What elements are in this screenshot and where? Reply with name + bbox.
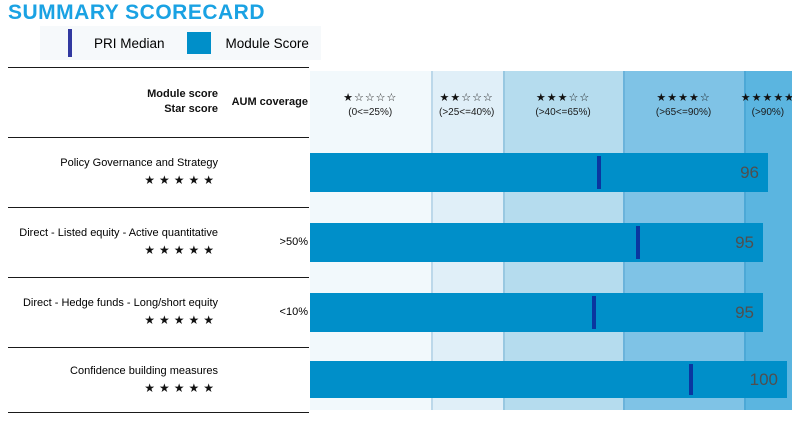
star-column-header-4: ★★★★☆ (>65<=90%) (623, 71, 744, 137)
star-column-header-5: ★★★★★ (>90%) (740, 71, 792, 137)
star-rating-icon: ★★★★☆ (656, 91, 711, 104)
legend-pri-median-label: PRI Median (94, 35, 165, 51)
aum-coverage-header: AUM coverage (231, 96, 308, 108)
module-name: Direct - Hedge funds - Long/short equity (22, 297, 218, 309)
star-score-icon: ★★★★★ (144, 173, 218, 187)
aum-coverage-value: <10% (279, 306, 308, 318)
pri-median-tick (597, 156, 601, 189)
page-title: SUMMARY SCORECARD (8, 1, 266, 24)
row-divider (8, 277, 309, 278)
star-column-header-2: ★★☆☆☆ (>25<=40%) (431, 71, 503, 137)
module-score-bar: 100 (310, 361, 787, 398)
pri-median-line-icon (68, 29, 72, 57)
aum-range-label: (>40<=65%) (535, 106, 591, 118)
star-rating-icon: ★★★☆☆ (535, 91, 591, 104)
table-row-label: Confidence building measures ★★★★★ (0, 347, 220, 412)
star-score-icon: ★★★★★ (144, 313, 218, 327)
row-divider (8, 412, 309, 413)
legend: PRI Median Module Score (40, 26, 321, 60)
module-score-value: 96 (740, 162, 759, 182)
aum-range-label: (>25<=40%) (438, 106, 495, 118)
module-score-value: 95 (735, 232, 754, 252)
aum-range-label: (>65<=90%) (655, 106, 712, 118)
star-score-icon: ★★★★★ (144, 243, 218, 257)
star-score-icon: ★★★★★ (144, 380, 218, 395)
row-divider (8, 207, 309, 208)
module-score-bar: 96 (310, 153, 768, 192)
module-score-value: 100 (749, 369, 778, 389)
star-rating-icon: ★☆☆☆☆ (343, 91, 398, 104)
aum-range-label: (0<=25%) (348, 106, 393, 118)
module-name: Policy Governance and Strategy (60, 157, 218, 169)
table-row-label: Policy Governance and Strategy ★★★★★ (0, 137, 220, 207)
row-divider (8, 67, 309, 68)
legend-module-score-label: Module Score (225, 35, 309, 51)
module-score-value: 95 (735, 302, 754, 322)
pri-median-tick (592, 296, 596, 329)
module-score-bar: 95 (310, 293, 763, 332)
star-rating-icon: ★★☆☆☆ (439, 91, 494, 104)
pri-median-tick (689, 364, 693, 395)
module-score-bar: 95 (310, 223, 763, 262)
row-divider (8, 347, 309, 348)
module-score-swatch-icon (186, 32, 211, 54)
module-star-score-header: Module score Star score (0, 67, 220, 137)
header-module-score-label: Module score (147, 88, 218, 100)
table-row-label: Direct - Hedge funds - Long/short equity… (0, 277, 220, 347)
star-rating-icon: ★★★★★ (740, 91, 792, 104)
star-column-headers: ★☆☆☆☆ (0<=25%) ★★☆☆☆ (>25<=40%) ★★★☆☆ (>40<=6… (310, 71, 792, 137)
module-name: Confidence building measures (70, 364, 218, 377)
aum-coverage-value: >50% (279, 236, 308, 248)
star-column-header-3: ★★★☆☆ (>40<=65%) (503, 71, 624, 137)
header-star-score-label: Star score (164, 103, 218, 115)
pri-median-tick (636, 226, 640, 259)
table-row-label: Direct - Listed equity - Active quantita… (0, 207, 220, 277)
star-column-header-1: ★☆☆☆☆ (0<=25%) (310, 71, 431, 137)
module-name: Direct - Listed equity - Active quantita… (19, 227, 218, 239)
aum-range-label: (>90%) (751, 106, 785, 118)
row-divider (8, 137, 309, 138)
